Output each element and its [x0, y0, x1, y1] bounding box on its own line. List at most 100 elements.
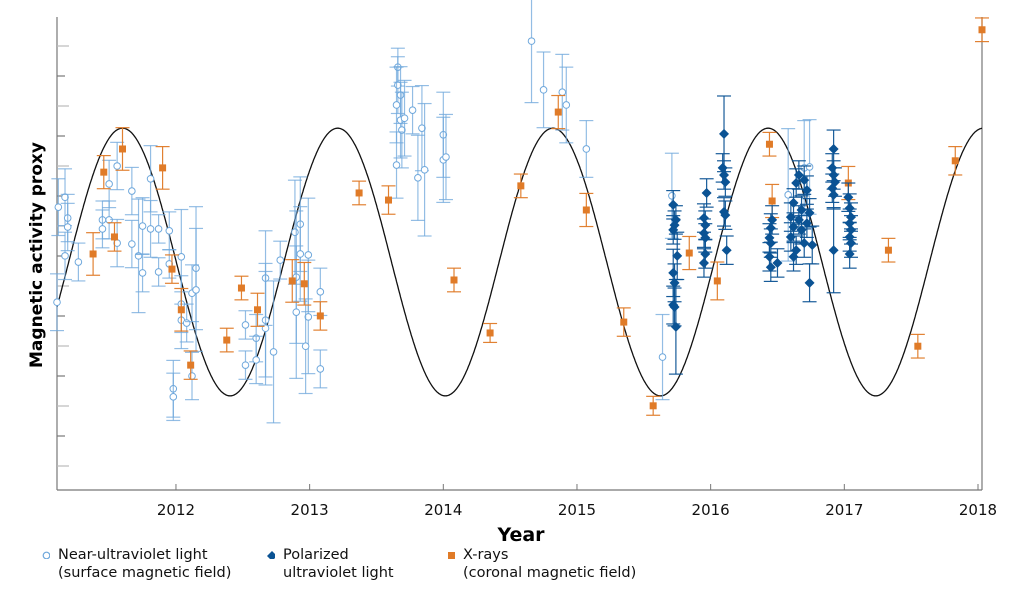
xray-point — [86, 232, 101, 276]
near-uv-point — [414, 84, 429, 172]
diamond-marker — [796, 204, 807, 215]
square-marker — [620, 318, 628, 326]
diamond-marker — [767, 214, 778, 225]
circle-marker — [98, 225, 107, 233]
diamond-marker — [765, 262, 776, 273]
xray-point — [762, 131, 777, 157]
legend-label: X-rays — [463, 547, 509, 563]
circle-marker — [128, 187, 136, 195]
near-uv-point — [298, 298, 313, 395]
square-marker — [288, 277, 296, 285]
xray-point — [352, 180, 367, 206]
circle-marker — [582, 145, 591, 153]
xray-point — [381, 185, 396, 215]
near-uv-point — [162, 249, 177, 279]
polarized-point — [783, 222, 798, 252]
near-uv-point — [258, 270, 273, 386]
xray-point — [948, 146, 963, 176]
polarized-point — [802, 263, 817, 303]
near-uv-point — [436, 116, 451, 204]
square-marker — [713, 277, 721, 285]
square-marker — [316, 312, 324, 320]
near-uv-point — [60, 202, 75, 252]
square-marker — [450, 276, 458, 284]
circle-marker — [146, 174, 155, 183]
diamond-marker — [701, 187, 712, 198]
xray-point — [646, 395, 661, 416]
polarized-point — [799, 175, 814, 205]
near-uv-point — [293, 206, 308, 302]
circle-marker — [113, 162, 121, 170]
xray-point — [250, 292, 265, 327]
polarized-point — [842, 239, 857, 269]
near-uv-point — [559, 66, 574, 144]
circle-marker — [154, 268, 163, 276]
square-marker — [177, 306, 185, 314]
y-axis-label: Magnetic activity proxy — [27, 142, 47, 368]
diamond-marker — [670, 321, 681, 332]
near-uv-point — [410, 134, 425, 221]
circle-marker — [128, 240, 136, 248]
near-uv-point — [110, 141, 125, 191]
circle-marker — [408, 106, 417, 114]
diamond-marker — [672, 250, 683, 261]
xray-point — [313, 301, 328, 331]
near-uv-point — [289, 245, 304, 379]
circle-marker — [304, 251, 313, 259]
square-marker — [582, 206, 590, 214]
x-tick-label: 2018 — [959, 501, 997, 519]
diamond-marker — [827, 183, 838, 194]
square-icon — [448, 552, 455, 559]
square-marker — [385, 196, 393, 204]
diamond-marker — [720, 177, 731, 188]
near-uv-point — [536, 51, 551, 129]
near-uv-point — [417, 102, 432, 237]
diamond-marker — [846, 238, 857, 249]
xray-point — [107, 222, 122, 252]
x-tick-label: 2013 — [291, 501, 329, 519]
polarized-point — [826, 207, 841, 294]
circle-marker — [61, 252, 69, 260]
near-uv-point — [124, 166, 139, 216]
xray-point — [975, 17, 989, 43]
diamond-marker — [698, 257, 709, 268]
xray-point — [155, 146, 170, 190]
circle-marker — [558, 88, 567, 97]
near-uv-point — [389, 131, 404, 199]
polarized-point — [699, 178, 714, 208]
diamond-marker — [720, 210, 731, 221]
circle-marker — [192, 286, 200, 294]
square-marker — [118, 145, 126, 153]
near-uv-point — [189, 227, 204, 353]
near-uv-point — [438, 113, 453, 201]
circle-marker — [562, 101, 571, 109]
circle-marker — [414, 174, 422, 182]
near-uv-point — [266, 280, 281, 424]
xray-point — [297, 261, 312, 306]
polarized-point — [826, 180, 841, 210]
circle-marker — [74, 258, 83, 266]
circle-marker — [63, 223, 72, 231]
xray-point — [551, 94, 566, 130]
xray-point — [183, 350, 198, 380]
polarized-point — [765, 205, 780, 235]
diamond-marker — [668, 267, 679, 278]
polarized-point — [698, 239, 713, 269]
near-uv-point — [135, 253, 150, 293]
near-uv-point — [249, 335, 264, 385]
square-marker — [884, 246, 892, 254]
circle-marker — [784, 191, 792, 199]
legend-note: ultraviolet light — [283, 565, 394, 581]
near-uv-point — [95, 209, 110, 249]
circle-marker — [539, 86, 548, 94]
polarized-point — [719, 235, 734, 265]
square-marker — [685, 249, 693, 257]
near-uv-point — [405, 85, 420, 135]
circle-marker — [105, 180, 113, 188]
circle-marker — [527, 37, 536, 45]
near-uv-point — [50, 273, 64, 332]
near-uv-point — [238, 310, 253, 340]
xray-point — [483, 322, 498, 344]
circle-marker — [154, 225, 163, 233]
circle-marker — [805, 163, 814, 171]
